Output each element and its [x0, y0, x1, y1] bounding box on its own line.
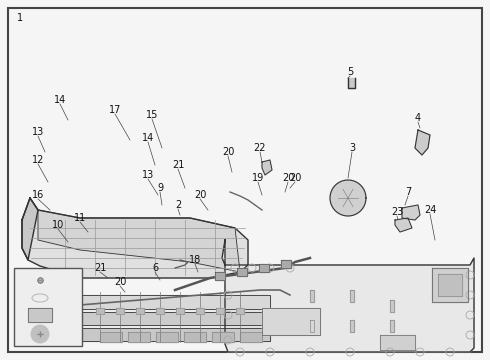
- Text: 23: 23: [391, 207, 403, 217]
- Text: 20: 20: [194, 190, 206, 200]
- Text: 7: 7: [405, 187, 411, 197]
- Polygon shape: [128, 332, 150, 342]
- Polygon shape: [22, 198, 248, 278]
- Text: 4: 4: [415, 113, 421, 123]
- Polygon shape: [262, 308, 320, 335]
- Text: 14: 14: [54, 95, 66, 105]
- Text: 20: 20: [289, 173, 301, 183]
- Polygon shape: [240, 332, 262, 342]
- Text: 16: 16: [32, 190, 44, 200]
- Bar: [14, 268, 82, 346]
- Polygon shape: [390, 320, 394, 332]
- Text: 20: 20: [222, 147, 234, 157]
- Polygon shape: [330, 180, 366, 216]
- Polygon shape: [262, 160, 272, 175]
- Polygon shape: [281, 260, 291, 268]
- Text: 3: 3: [349, 143, 355, 153]
- Text: 24: 24: [424, 205, 436, 215]
- Polygon shape: [222, 240, 474, 352]
- Polygon shape: [156, 308, 164, 314]
- Polygon shape: [22, 198, 38, 260]
- Polygon shape: [176, 308, 184, 314]
- Text: 6: 6: [152, 263, 158, 273]
- Polygon shape: [259, 264, 269, 272]
- Text: 19: 19: [252, 173, 264, 183]
- Polygon shape: [438, 274, 462, 296]
- Polygon shape: [28, 308, 52, 322]
- Polygon shape: [215, 272, 225, 280]
- Polygon shape: [75, 312, 270, 325]
- Text: 13: 13: [32, 127, 44, 137]
- Circle shape: [31, 325, 49, 343]
- Polygon shape: [116, 308, 124, 314]
- Polygon shape: [380, 335, 415, 350]
- Polygon shape: [236, 308, 244, 314]
- Polygon shape: [156, 332, 178, 342]
- Polygon shape: [350, 290, 354, 302]
- Polygon shape: [136, 308, 144, 314]
- Text: 18: 18: [189, 255, 201, 265]
- Text: 5: 5: [347, 67, 353, 77]
- Polygon shape: [310, 290, 314, 302]
- Polygon shape: [38, 210, 240, 272]
- Polygon shape: [75, 328, 270, 341]
- Polygon shape: [184, 332, 206, 342]
- Text: 1: 1: [17, 13, 23, 23]
- Text: 9: 9: [157, 183, 163, 193]
- Text: 12: 12: [32, 155, 44, 165]
- Text: 17: 17: [109, 105, 121, 115]
- Text: 20: 20: [114, 277, 126, 287]
- Text: 10: 10: [52, 220, 64, 230]
- Text: 11: 11: [74, 213, 86, 223]
- Polygon shape: [100, 332, 122, 342]
- Polygon shape: [96, 308, 104, 314]
- Polygon shape: [395, 218, 412, 232]
- Text: 14: 14: [142, 133, 154, 143]
- Polygon shape: [348, 78, 355, 88]
- Polygon shape: [237, 268, 247, 276]
- Polygon shape: [75, 295, 270, 309]
- Text: 21: 21: [172, 160, 184, 170]
- Polygon shape: [415, 130, 430, 155]
- Polygon shape: [402, 205, 420, 220]
- Text: 13: 13: [142, 170, 154, 180]
- Text: 15: 15: [146, 110, 158, 120]
- Text: 2: 2: [175, 200, 181, 210]
- Polygon shape: [432, 268, 468, 302]
- Polygon shape: [216, 308, 224, 314]
- Polygon shape: [310, 320, 314, 332]
- Polygon shape: [390, 300, 394, 312]
- Polygon shape: [196, 308, 204, 314]
- Text: 21: 21: [94, 263, 106, 273]
- Text: 22: 22: [254, 143, 266, 153]
- Text: 20: 20: [282, 173, 294, 183]
- Polygon shape: [212, 332, 234, 342]
- Polygon shape: [350, 320, 354, 332]
